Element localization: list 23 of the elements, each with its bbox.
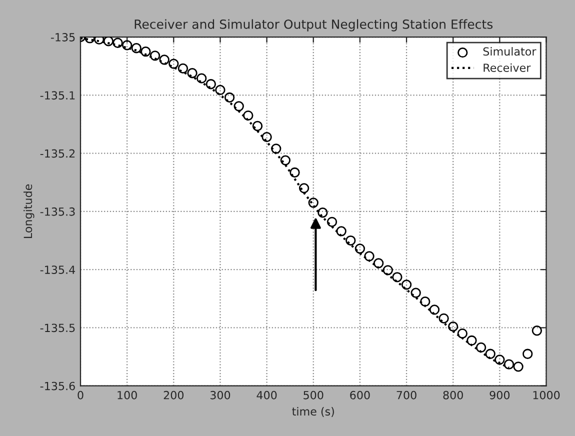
y-tick-label: -135.1 xyxy=(40,91,75,100)
x-tick-label: 200 xyxy=(164,390,184,400)
x-tick-label: 1000 xyxy=(533,390,560,400)
y-tick-label: -135.6 xyxy=(40,382,75,390)
x-tick-label: 400 xyxy=(256,390,277,400)
x-tick-label: 800 xyxy=(443,390,463,400)
y-tick-label: -135 xyxy=(50,33,75,42)
y-tick-label: -135.4 xyxy=(40,266,76,274)
y-axis-title: Longitude xyxy=(24,184,34,238)
x-axis-title: time (s) xyxy=(292,407,334,417)
legend-label: Receiver xyxy=(484,63,531,72)
x-tick-label: 500 xyxy=(304,390,324,400)
y-tick-label: -135.2 xyxy=(40,149,75,158)
x-tick-label: 900 xyxy=(490,390,510,400)
x-tick-label: 700 xyxy=(396,390,416,400)
x-tick-label: 0 xyxy=(78,390,84,400)
x-tick-label: 300 xyxy=(210,390,230,400)
chart-title: Receiver and Simulator Output Neglecting Station Effects xyxy=(134,19,493,32)
x-tick-label: 600 xyxy=(350,390,370,400)
y-tick-label: -135.3 xyxy=(40,207,75,216)
x-tick-label: 100 xyxy=(118,390,137,400)
legend-label: Simulator xyxy=(483,47,536,56)
y-tick-label: -135.5 xyxy=(40,324,75,332)
